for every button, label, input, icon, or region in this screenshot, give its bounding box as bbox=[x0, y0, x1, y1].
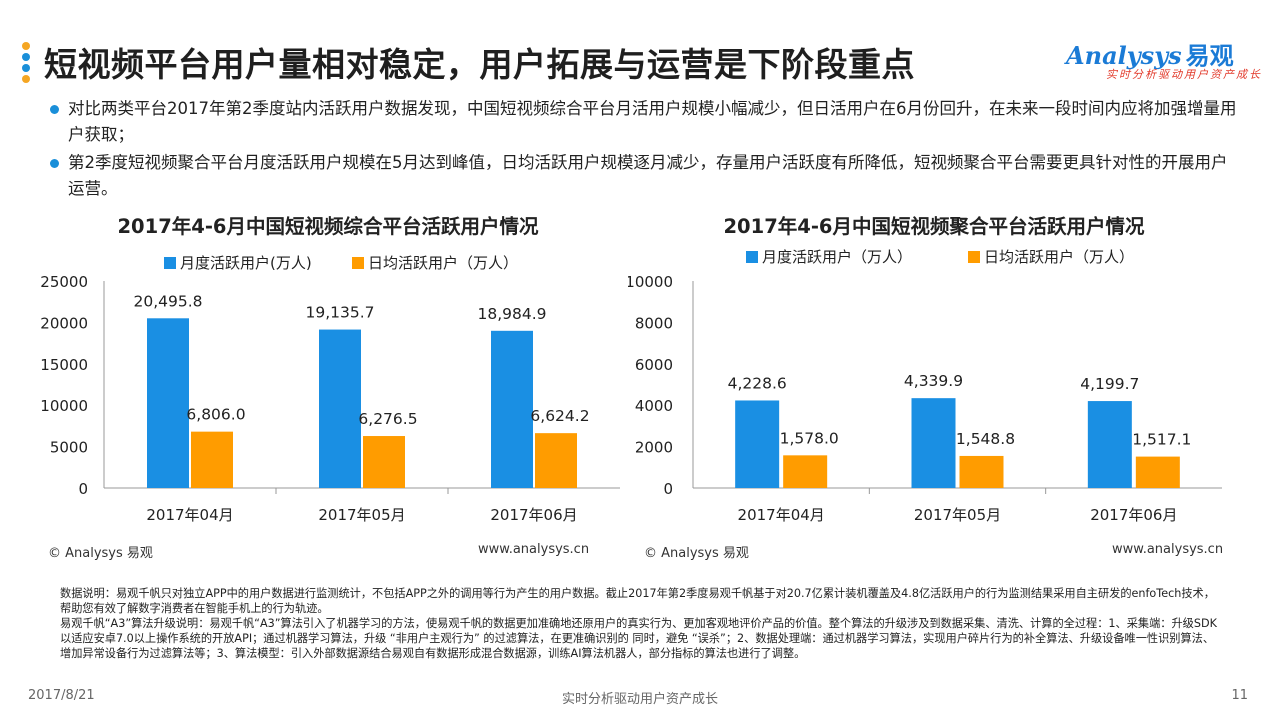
bar-monthly bbox=[911, 398, 956, 488]
note-algorithm-upgrade: 易观千帆“A3”算法升级说明：易观千帆“A3”算法引入了机器学习的方法，使易观千… bbox=[60, 617, 1217, 660]
note-data-description: 数据说明：易观千帆只对独立APP中的用户数据进行监测统计，不包括APP之外的调用… bbox=[60, 587, 1215, 615]
bar-daily bbox=[363, 436, 405, 488]
data-label: 1,578.0 bbox=[780, 429, 839, 447]
chart-right-svg: 月度活跃用户（万人） 日均活跃用户（万人） 0 2000 4000 6000 8000 100… bbox=[628, 248, 1222, 524]
title-dot-4 bbox=[22, 75, 30, 83]
chart-left-website[interactable]: www.analysys.cn bbox=[478, 542, 590, 557]
chart-right-website[interactable]: www.analysys.cn bbox=[1112, 542, 1224, 557]
data-label: 20,495.8 bbox=[133, 292, 202, 310]
x-category-label: 2017年05月 bbox=[318, 506, 405, 524]
page-title: 短视频平台用户量相对稳定，用户拓展与运营是下阶段重点 bbox=[44, 45, 915, 84]
bullet-item: 第2季度短视频聚合平台月度活跃用户规模在5月达到峰值，日均活跃用户规模逐月减少，… bbox=[48, 150, 1238, 202]
logo-slogan: 实时分析驱动用户资产成长 bbox=[1106, 68, 1262, 81]
legend-label-1: 日均活跃用户（万人） bbox=[368, 254, 518, 272]
bar-daily bbox=[1135, 456, 1180, 488]
y-tick-label: 10000 bbox=[628, 273, 673, 291]
chart-right-copyright: © Analysys 易观 bbox=[644, 546, 749, 561]
data-label: 1,548.8 bbox=[956, 430, 1015, 448]
bar-monthly bbox=[319, 329, 361, 488]
legend-label-0: 月度活跃用户（万人） bbox=[762, 248, 912, 266]
data-label: 6,276.5 bbox=[358, 410, 417, 428]
legend-swatch-0 bbox=[746, 251, 758, 263]
y-tick-label: 0 bbox=[78, 480, 88, 498]
chart-title: 2017年4-6月中国短视频聚合平台活跃用户情况 bbox=[723, 215, 1145, 238]
y-tick-label: 2000 bbox=[635, 439, 673, 457]
x-category-label: 2017年06月 bbox=[1090, 506, 1177, 524]
y-tick-label: 20000 bbox=[40, 314, 88, 332]
y-tick-label: 0 bbox=[663, 480, 673, 498]
logo-name-cn: 易观 bbox=[1185, 42, 1234, 70]
y-tick-label: 6000 bbox=[635, 356, 673, 374]
data-label: 18,984.9 bbox=[477, 305, 546, 323]
bottom-slogan: 实时分析驱动用户资产成长 bbox=[561, 692, 718, 707]
chart-aggregate-platform: 2017年4-6月中国短视频聚合平台活跃用户情况 月度活跃用户（万人） 日均活跃用… bbox=[628, 206, 1240, 546]
page-number: 11 bbox=[1231, 688, 1248, 703]
data-label: 6,624.2 bbox=[530, 407, 589, 425]
y-tick-label: 4000 bbox=[635, 397, 673, 415]
logo-name: Analysys bbox=[1066, 41, 1182, 70]
bar-daily bbox=[959, 455, 1004, 488]
bar-monthly bbox=[735, 400, 780, 488]
bar-daily bbox=[783, 455, 828, 488]
legend-swatch-0 bbox=[164, 257, 176, 269]
title-dots bbox=[22, 42, 32, 83]
chart-left-svg: 月度活跃用户(万人) 日均活跃用户（万人） 0 5000 10000 15000 20000… bbox=[40, 254, 620, 524]
y-tick-label: 5000 bbox=[50, 439, 88, 457]
data-label: 4,228.6 bbox=[728, 374, 787, 392]
data-notes: 数据说明：易观千帆只对独立APP中的用户数据进行监测统计，不包括APP之外的调用… bbox=[60, 586, 1225, 661]
data-label: 4,339.9 bbox=[904, 372, 963, 390]
title-dot-2 bbox=[22, 53, 30, 61]
bullet-item: 对比两类平台2017年第2季度站内活跃用户数据发现，中国短视频综合平台月活用户规… bbox=[48, 96, 1238, 148]
chart-comprehensive-platform: 2017年4-6月中国短视频综合平台活跃用户情况 月度活跃用户(万人) 日均活跃用… bbox=[28, 206, 628, 546]
data-label: 19,135.7 bbox=[305, 304, 374, 322]
bullet-text: 对比两类平台2017年第2季度站内活跃用户数据发现，中国短视频综合平台月活用户规… bbox=[68, 99, 1237, 144]
bullet-text: 第2季度短视频聚合平台月度活跃用户规模在5月达到峰值，日均活跃用户规模逐月减少，… bbox=[68, 153, 1228, 198]
bar-monthly bbox=[491, 330, 533, 488]
data-label: 4,199.7 bbox=[1080, 375, 1139, 393]
bar-daily bbox=[191, 431, 233, 488]
y-tick-label: 8000 bbox=[635, 314, 673, 332]
x-category-label: 2017年04月 bbox=[738, 506, 825, 524]
legend-swatch-1 bbox=[968, 251, 980, 263]
data-label: 1,517.1 bbox=[1132, 431, 1191, 449]
title-dot-3 bbox=[22, 64, 30, 72]
bar-daily bbox=[535, 433, 577, 488]
legend-swatch-1 bbox=[352, 257, 364, 269]
analysys-logo: Analysys 易观 实时分析驱动用户资产成长 bbox=[1066, 36, 1260, 82]
chart-title: 2017年4-6月中国短视频综合平台活跃用户情况 bbox=[117, 215, 539, 238]
bullet-dot-icon bbox=[50, 159, 59, 168]
x-category-label: 2017年06月 bbox=[490, 506, 577, 524]
title-dot-1 bbox=[22, 42, 30, 50]
bar-monthly bbox=[147, 318, 189, 488]
data-label: 6,806.0 bbox=[186, 406, 245, 424]
bar-monthly bbox=[1087, 401, 1132, 488]
chart-left-copyright: © Analysys 易观 bbox=[48, 546, 153, 561]
legend-label-0: 月度活跃用户(万人) bbox=[180, 254, 312, 272]
bottom-date: 2017/8/21 bbox=[28, 688, 95, 703]
logo-wordmark: Analysys 易观 bbox=[1066, 36, 1234, 71]
summary-bullets: 对比两类平台2017年第2季度站内活跃用户数据发现，中国短视频综合平台月活用户规… bbox=[48, 96, 1238, 204]
x-category-label: 2017年05月 bbox=[914, 506, 1001, 524]
y-tick-label: 15000 bbox=[40, 356, 88, 374]
legend-label-1: 日均活跃用户（万人） bbox=[984, 248, 1134, 266]
y-tick-label: 10000 bbox=[40, 397, 88, 415]
y-tick-label: 25000 bbox=[40, 273, 88, 291]
x-category-label: 2017年04月 bbox=[146, 506, 233, 524]
bullet-dot-icon bbox=[50, 105, 59, 114]
